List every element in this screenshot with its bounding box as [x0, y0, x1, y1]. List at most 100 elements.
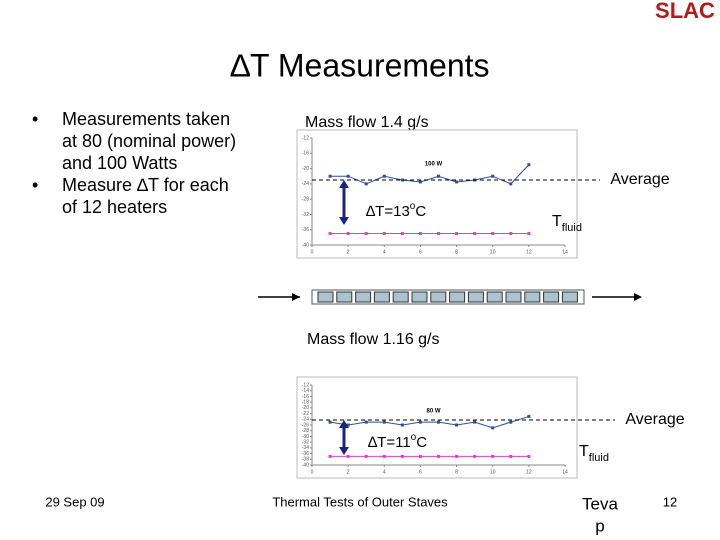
arrowhead: [339, 447, 349, 455]
y-tick-label: -12: [302, 135, 309, 141]
data-point: [328, 232, 332, 236]
series-line: [329, 415, 530, 429]
y-tick-label: -28: [302, 428, 309, 434]
footer-center: Thermal Tests of Outer Staves: [272, 494, 448, 509]
data-point: [509, 232, 513, 236]
t-fluid-main: T: [552, 213, 562, 230]
footer-date: 29 Sep 09: [45, 494, 104, 509]
heater: [411, 291, 428, 303]
y-tick-label: -26: [302, 422, 309, 428]
x-tick-label: 6: [419, 469, 422, 475]
y-tick-label: -16: [302, 394, 309, 400]
slide-title: ∆T Measurements: [230, 47, 489, 83]
page-number: 12: [663, 494, 677, 509]
y-tick-label: -14: [302, 388, 309, 394]
data-point: [527, 454, 531, 458]
data-point: [473, 454, 477, 458]
bullet-text: Measurements taken: [62, 109, 230, 129]
x-tick-label: 10: [490, 249, 496, 255]
heater: [561, 291, 578, 303]
data-point: [473, 420, 477, 424]
t-fluid-sub: fluid: [562, 222, 582, 234]
data-point: [527, 414, 531, 418]
data-point: [509, 420, 513, 424]
heater: [467, 291, 484, 303]
x-tick-label: 4: [383, 249, 386, 255]
data-point: [364, 182, 368, 186]
delta-t-unit: C: [416, 434, 427, 451]
y-tick-label: -18: [302, 399, 309, 405]
data-point: [455, 423, 459, 427]
data-point: [509, 454, 513, 458]
data-point: [527, 163, 531, 167]
x-tick-label: 4: [383, 469, 386, 475]
data-point: [364, 232, 368, 236]
t-fluid-label: Tfluid: [552, 213, 582, 234]
data-point: [400, 178, 404, 182]
heater: [317, 291, 334, 303]
x-tick-label: 12: [526, 249, 532, 255]
y-tick-label: -24: [302, 181, 309, 187]
chart-frame: [296, 376, 578, 479]
delta-t-value: ∆T=13: [366, 203, 410, 220]
x-tick-label: 2: [347, 469, 350, 475]
data-point: [328, 174, 332, 178]
heater: [355, 291, 372, 303]
data-point: [455, 180, 459, 184]
data-point: [400, 232, 404, 236]
y-tick-label: -34: [302, 445, 309, 451]
y-tick-label: -30: [302, 434, 309, 440]
x-tick-label: 6: [419, 249, 422, 255]
heater: [430, 291, 447, 303]
arrowhead: [339, 420, 349, 428]
t-fluid-label: Tfluid: [579, 443, 609, 464]
x-tick-label: 12: [526, 469, 532, 475]
heater: [449, 291, 466, 303]
data-point: [418, 180, 422, 184]
data-point: [382, 232, 386, 236]
y-tick-label: -32: [302, 439, 309, 445]
mass-flow-label: Mass flow 1.16 g/s: [307, 331, 440, 348]
data-point: [328, 454, 332, 458]
y-tick-label: -28: [302, 196, 309, 202]
data-point: [400, 423, 404, 427]
delta-t-label: ∆T=11oC: [368, 432, 427, 451]
arrowhead: [292, 293, 300, 301]
data-point: [382, 420, 386, 424]
y-tick-label: -24: [302, 417, 309, 423]
data-point: [491, 426, 495, 430]
data-point: [364, 454, 368, 458]
arrowhead: [339, 217, 349, 225]
arrowhead: [339, 180, 349, 188]
x-tick-label: 14: [562, 469, 568, 475]
heater: [524, 291, 541, 303]
delta-t-unit: C: [415, 203, 426, 220]
y-tick-label: -20: [302, 405, 309, 411]
y-tick-label: -32: [302, 212, 309, 218]
data-point: [491, 174, 495, 178]
x-tick-label: 8: [455, 249, 458, 255]
y-tick-label: -40: [302, 462, 309, 468]
data-point: [382, 454, 386, 458]
heater: [486, 291, 503, 303]
data-point: [455, 454, 459, 458]
heater: [543, 291, 560, 303]
data-point: [346, 454, 350, 458]
data-point: [437, 454, 440, 458]
data-point: [400, 454, 404, 458]
heater: [336, 291, 353, 303]
heater: [392, 291, 409, 303]
series-line: [330, 164, 530, 185]
x-tick-label: 14: [562, 249, 568, 255]
data-point: [418, 420, 422, 424]
data-point: [491, 454, 495, 458]
delta-t-sup: o: [411, 432, 417, 443]
heater: [505, 291, 522, 303]
data-point: [346, 174, 350, 178]
x-tick-label: 8: [455, 469, 458, 475]
chart-frame: [296, 129, 578, 259]
footer-author: p: [595, 516, 604, 535]
bullet-dot: •: [32, 109, 38, 129]
data-point: [527, 232, 531, 236]
